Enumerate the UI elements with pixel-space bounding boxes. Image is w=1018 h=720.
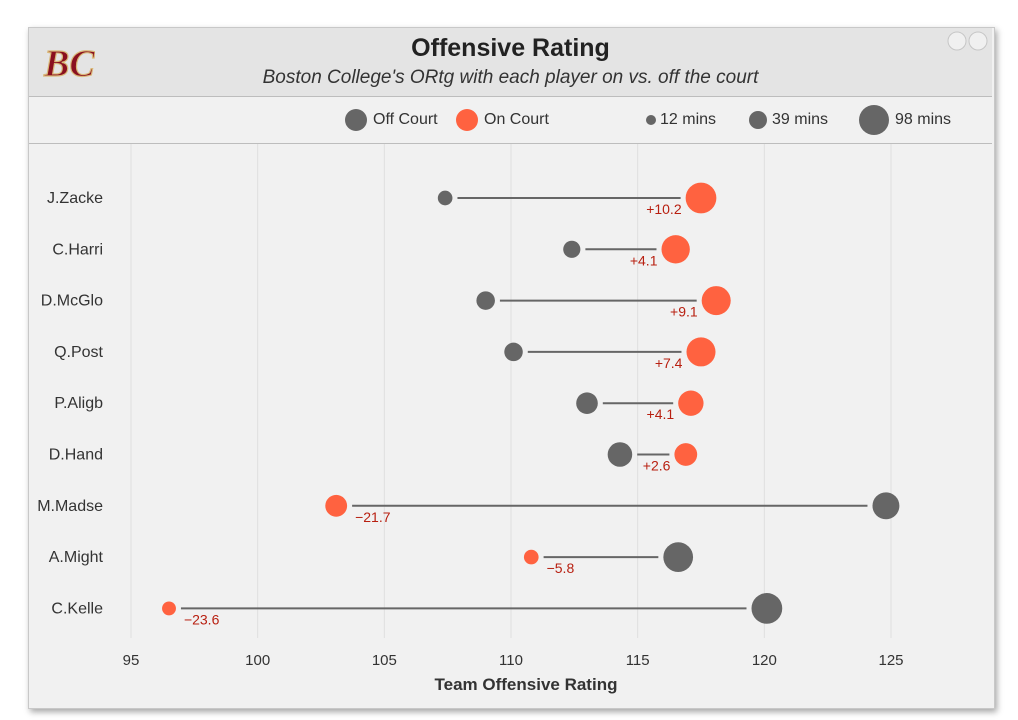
legend-size-medium-label: 39 mins bbox=[772, 111, 829, 128]
boston-college-logo: BC bbox=[42, 42, 95, 85]
player-row: D.McGlo +9.1 bbox=[41, 286, 731, 320]
rating-difference-label: −5.8 bbox=[547, 560, 575, 576]
rating-difference-label: −23.6 bbox=[184, 611, 220, 627]
off-court-point bbox=[872, 492, 900, 520]
legend-size-large-label: 98 mins bbox=[895, 111, 952, 128]
player-name-label: J.Zacke bbox=[47, 190, 103, 207]
off-court-point bbox=[663, 542, 694, 572]
legend-on-label: On Court bbox=[484, 111, 549, 128]
rating-difference-label: +4.1 bbox=[647, 406, 675, 422]
window-buttons[interactable] bbox=[946, 30, 990, 52]
player-row: A.Might −5.8 bbox=[49, 542, 694, 576]
legend-markers bbox=[345, 105, 889, 135]
x-tick-labels: 95 100 105 110 115 120 125 bbox=[123, 652, 904, 669]
x-tick-label: 100 bbox=[245, 652, 270, 669]
plot-area: 95 100 105 110 115 120 125 Team Offensive Rati… bbox=[37, 144, 904, 694]
player-name-label: C.Kelle bbox=[51, 600, 103, 617]
player-name-label: M.Madse bbox=[37, 498, 103, 515]
x-tick-label: 125 bbox=[878, 652, 903, 669]
on-court-point bbox=[685, 182, 717, 214]
off-court-point bbox=[751, 593, 783, 624]
player-rows: J.Zacke +10.2 C.Harri +4.1 D.McGlo +9.1 Q.Post… bbox=[37, 182, 900, 627]
legend: Off Court On Court 12 mins 39 mins 98 mi… bbox=[29, 97, 992, 144]
player-row: J.Zacke +10.2 bbox=[47, 182, 717, 217]
logo-lettering: BC bbox=[43, 43, 95, 85]
on-court-point bbox=[686, 337, 716, 367]
off-court-point bbox=[563, 240, 581, 258]
legend-size-small-marker bbox=[646, 115, 656, 125]
x-tick-label: 115 bbox=[626, 652, 650, 669]
rating-difference-label: +9.1 bbox=[670, 304, 698, 320]
rating-difference-label: −21.7 bbox=[355, 509, 391, 525]
off-court-point bbox=[476, 291, 495, 310]
player-row: M.Madse −21.7 bbox=[37, 492, 900, 525]
player-name-label: D.McGlo bbox=[41, 293, 103, 310]
legend-size-small-label: 12 mins bbox=[660, 111, 717, 128]
player-row: Q.Post +7.4 bbox=[54, 337, 716, 371]
player-row: P.Aligb +4.1 bbox=[54, 390, 704, 422]
legend-off-label: Off Court bbox=[373, 111, 438, 128]
rating-difference-label: +7.4 bbox=[655, 355, 683, 371]
legend-size-medium-marker bbox=[749, 111, 767, 129]
x-tick-label: 95 bbox=[123, 652, 140, 669]
on-court-point bbox=[661, 235, 690, 264]
legend-on-marker bbox=[456, 109, 478, 131]
player-name-label: D.Hand bbox=[49, 447, 103, 464]
off-court-point bbox=[607, 442, 633, 467]
on-court-point bbox=[162, 601, 176, 616]
player-name-label: Q.Post bbox=[54, 344, 103, 361]
player-name-label: P.Aligb bbox=[54, 395, 103, 412]
on-court-point bbox=[701, 286, 731, 316]
legend-size-large-marker bbox=[859, 105, 889, 135]
x-tick-label: 110 bbox=[499, 652, 523, 669]
on-court-point bbox=[523, 549, 539, 565]
player-row: D.Hand +2.6 bbox=[49, 442, 698, 474]
off-court-point bbox=[437, 190, 453, 206]
chart-subtitle: Boston College's ORtg with each player o… bbox=[262, 67, 759, 88]
close-circle-icon[interactable] bbox=[968, 31, 988, 51]
chart-card: BC Offensive Rating Boston College's ORt… bbox=[28, 27, 995, 709]
rating-difference-label: +4.1 bbox=[630, 252, 658, 268]
on-court-point bbox=[678, 390, 704, 416]
rating-difference-label: +2.6 bbox=[643, 458, 671, 474]
player-row: C.Kelle −23.6 bbox=[51, 593, 783, 627]
player-row: C.Harri +4.1 bbox=[52, 235, 690, 268]
x-tick-label: 120 bbox=[752, 652, 777, 669]
chart-title: Offensive Rating bbox=[411, 34, 610, 62]
grid-lines bbox=[130, 144, 892, 638]
player-name-label: A.Might bbox=[49, 549, 104, 566]
rating-difference-label: +10.2 bbox=[646, 201, 682, 217]
x-axis-label: Team Offensive Rating bbox=[435, 675, 618, 694]
on-court-point bbox=[325, 494, 348, 517]
chart-header: BC Offensive Rating Boston College's ORt… bbox=[29, 28, 992, 97]
on-court-point bbox=[674, 443, 698, 466]
legend-off-marker bbox=[345, 109, 367, 131]
player-name-label: C.Harri bbox=[52, 241, 103, 258]
x-tick-label: 105 bbox=[372, 652, 397, 669]
off-court-point bbox=[576, 392, 598, 415]
off-court-point bbox=[504, 342, 523, 362]
minimize-circle-icon[interactable] bbox=[947, 31, 967, 51]
